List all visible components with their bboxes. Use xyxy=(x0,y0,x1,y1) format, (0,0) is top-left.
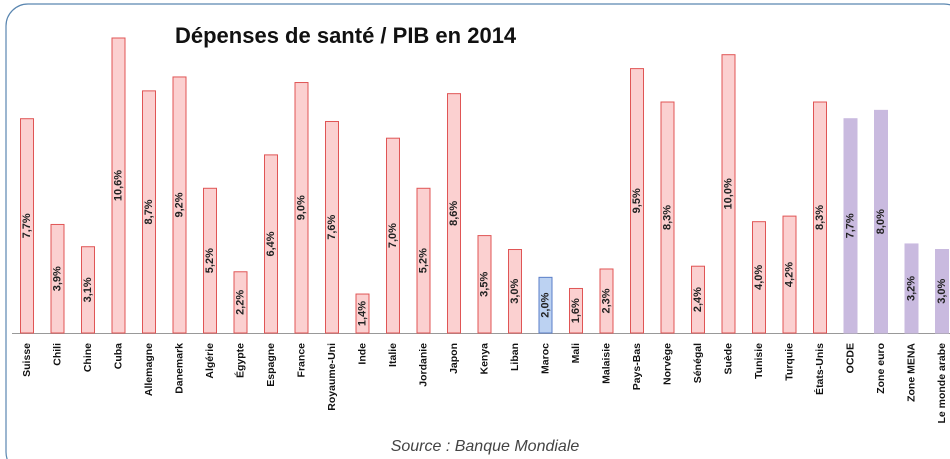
source: Source : Banque Mondiale xyxy=(391,438,580,455)
x-tick-label: Mali xyxy=(570,343,582,364)
value-label: 8,7% xyxy=(143,199,155,224)
bar xyxy=(20,118,34,334)
bar xyxy=(142,90,156,334)
bar xyxy=(355,293,370,334)
x-tick-label: États-Unis xyxy=(813,343,826,395)
value-label: 10,6% xyxy=(112,170,124,201)
value-label: 8,6% xyxy=(448,201,460,226)
bar xyxy=(843,118,858,334)
bar xyxy=(935,249,949,334)
bar xyxy=(203,187,217,334)
x-tick-label: Allemagne xyxy=(143,343,155,396)
value-label: 7,7% xyxy=(844,213,856,238)
value-label: 7,6% xyxy=(326,214,338,239)
value-label: 5,2% xyxy=(417,248,429,273)
value-label: 8,3% xyxy=(661,205,673,230)
value-label: 3,2% xyxy=(905,276,917,301)
value-label: 7,7% xyxy=(21,213,33,238)
value-label: 2,4% xyxy=(692,287,704,312)
value-label: 5,2% xyxy=(204,248,216,273)
value-label: 7,0% xyxy=(387,223,399,248)
bar xyxy=(294,82,309,334)
x-tick-label: Norvège xyxy=(661,343,673,385)
value-label: 9,0% xyxy=(295,195,307,220)
bar xyxy=(691,265,705,334)
x-tick-label: Turquie xyxy=(783,343,795,381)
value-label: 6,4% xyxy=(265,231,277,256)
x-tick-label: Tunisie xyxy=(753,343,765,379)
panel xyxy=(5,3,950,459)
x-tick-label: Malaisie xyxy=(600,343,612,384)
value-label: 1,4% xyxy=(356,301,368,326)
chart-title: Dépenses de santé / PIB en 2014 xyxy=(175,23,517,48)
bar xyxy=(660,101,675,334)
bar xyxy=(264,154,278,334)
x-tick-label: Égypte xyxy=(233,343,246,378)
bar xyxy=(477,235,492,334)
value-label: 2,2% xyxy=(234,290,246,315)
bar xyxy=(325,120,339,334)
value-label: 3,0% xyxy=(936,279,948,304)
value-label: 9,2% xyxy=(173,192,185,217)
bar xyxy=(782,215,797,334)
value-label: 4,2% xyxy=(783,262,795,287)
bar xyxy=(81,246,95,334)
x-tick-label: Danemark xyxy=(173,343,185,394)
x-tick-label: Algérie xyxy=(204,343,216,379)
x-tick-label: Pays-Bas xyxy=(631,343,643,390)
value-label: 3,1% xyxy=(82,277,94,302)
bar xyxy=(50,223,65,334)
x-tick-label: Le monde arabe xyxy=(936,343,948,424)
value-label: 10,0% xyxy=(722,178,734,209)
x-tick-label: Suisse xyxy=(21,343,33,377)
value-label: 1,6% xyxy=(570,298,582,323)
bar xyxy=(538,276,553,334)
bar xyxy=(386,137,400,334)
x-tick-label: Maroc xyxy=(539,343,551,374)
bar xyxy=(111,37,126,334)
value-label: 4,0% xyxy=(753,265,765,290)
x-tick-label: Japon xyxy=(448,343,460,374)
value-label: 3,0% xyxy=(509,279,521,304)
x-tick-label: Royaume-Uni xyxy=(326,343,338,411)
x-tick-label: Zone MENA xyxy=(905,343,917,402)
bar xyxy=(813,101,827,334)
bar xyxy=(904,243,919,334)
x-tick-label: Italie xyxy=(387,343,399,367)
x-tick-label: Cuba xyxy=(112,343,124,369)
bar xyxy=(447,93,461,334)
bar xyxy=(630,68,644,334)
x-tick-label: Espagne xyxy=(265,343,277,387)
value-label: 8,3% xyxy=(814,205,826,230)
bar xyxy=(569,287,583,334)
x-tick-label: Sénégal xyxy=(692,343,704,383)
bar xyxy=(752,221,766,334)
x-tick-label: Inde xyxy=(356,343,368,365)
bar xyxy=(416,187,431,334)
value-label: 2,0% xyxy=(539,292,551,317)
value-label: 2,3% xyxy=(600,288,612,313)
x-tick-label: Suède xyxy=(722,343,734,375)
x-tick-label: Kenya xyxy=(478,343,490,375)
value-label: 9,5% xyxy=(631,188,643,213)
value-label: 3,9% xyxy=(51,266,63,291)
bar xyxy=(172,76,187,334)
x-tick-label: Zone euro xyxy=(875,343,887,394)
bar xyxy=(233,271,248,334)
bar xyxy=(599,268,614,334)
x-tick-label: Chine xyxy=(82,343,94,372)
bar xyxy=(874,109,888,334)
x-tick-label: Jordanie xyxy=(417,343,429,387)
x-tick-label: OCDE xyxy=(844,343,856,373)
bar xyxy=(508,249,522,334)
x-tick-label: France xyxy=(295,343,307,378)
x-tick-label: Liban xyxy=(509,343,521,371)
value-label: 8,0% xyxy=(875,209,887,234)
bar xyxy=(721,54,736,334)
value-label: 3,5% xyxy=(478,272,490,297)
x-tick-label: Chili xyxy=(51,343,63,366)
